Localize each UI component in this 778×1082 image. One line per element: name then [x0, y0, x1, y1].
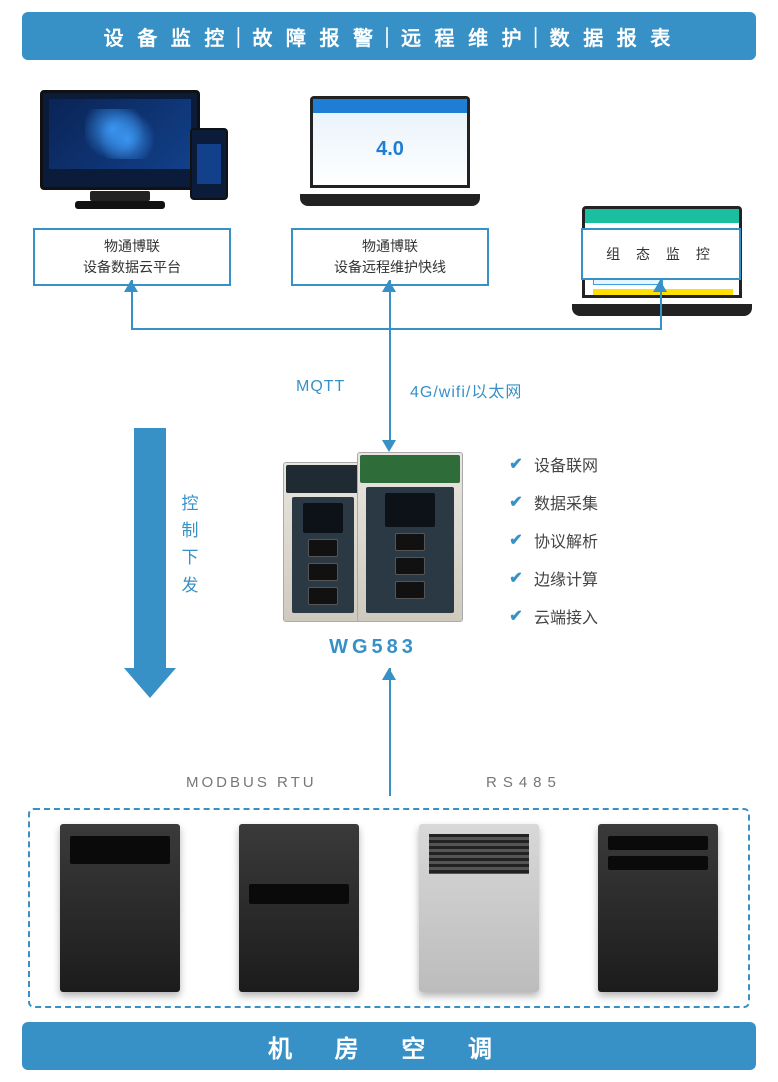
feature-item: ✔数据采集 — [508, 490, 598, 514]
connector-gw-to-bottom — [389, 668, 391, 796]
bottom-banner-text: 机 房 空 调 — [268, 1029, 510, 1064]
arrow-up-1 — [124, 280, 138, 292]
big-arrow-head — [124, 668, 176, 698]
caption-2-line1: 物通博联 — [297, 236, 483, 257]
arrow-up-gw — [382, 668, 396, 680]
check-icon: ✔ — [508, 532, 524, 548]
bottom-equipment-box — [28, 808, 750, 1008]
caption-box-1: 物通博联 设备数据云平台 — [33, 228, 231, 286]
label-network: 4G/wifi/以太网 — [410, 378, 522, 402]
ac-unit-2 — [239, 824, 359, 992]
check-icon: ✔ — [508, 570, 524, 586]
feature-item: ✔设备联网 — [508, 452, 598, 476]
device-laptop-center: 4.0 — [300, 96, 480, 206]
top-banner-text: 设 备 监 控｜故 障 报 警｜远 程 维 护｜数 据 报 表 — [104, 22, 675, 51]
check-icon: ✔ — [508, 608, 524, 624]
bottom-banner: 机 房 空 调 — [22, 1022, 756, 1070]
side-arrow-label: 控制下发 — [180, 490, 200, 599]
arrow-up-3 — [653, 280, 667, 292]
arrow-down-gw — [382, 440, 396, 452]
gateway-model-label: WG583 — [283, 636, 463, 659]
label-protocol-left: MODBUS RTU — [186, 774, 317, 791]
caption-2-line2: 设备远程维护快线 — [297, 257, 483, 278]
ac-unit-1 — [60, 824, 180, 992]
label-mqtt: MQTT — [296, 378, 345, 396]
check-icon: ✔ — [508, 456, 524, 472]
top-banner: 设 备 监 控｜故 障 报 警｜远 程 维 护｜数 据 报 表 — [22, 12, 756, 60]
arrow-up-2 — [382, 280, 396, 292]
caption-box-3: 组 态 监 控 — [581, 228, 741, 280]
caption-3-line1: 组 态 监 控 — [587, 244, 735, 265]
check-icon: ✔ — [508, 494, 524, 510]
gateway-device — [283, 452, 463, 628]
gateway-feature-list: ✔设备联网 ✔数据采集 ✔协议解析 ✔边缘计算 ✔云端接入 — [508, 452, 598, 628]
label-protocol-right: RS485 — [486, 774, 562, 791]
feature-item: ✔云端接入 — [508, 604, 598, 628]
device-desktop — [40, 90, 200, 190]
ac-unit-4 — [598, 824, 718, 992]
connector-down-to-gw — [389, 328, 391, 440]
feature-item: ✔边缘计算 — [508, 566, 598, 590]
caption-1-line1: 物通博联 — [39, 236, 225, 257]
caption-1-line2: 设备数据云平台 — [39, 257, 225, 278]
ac-unit-3 — [419, 824, 539, 992]
big-arrow-body — [134, 428, 166, 668]
caption-box-2: 物通博联 设备远程维护快线 — [291, 228, 489, 286]
connector-hbus — [131, 328, 662, 330]
feature-item: ✔协议解析 — [508, 528, 598, 552]
